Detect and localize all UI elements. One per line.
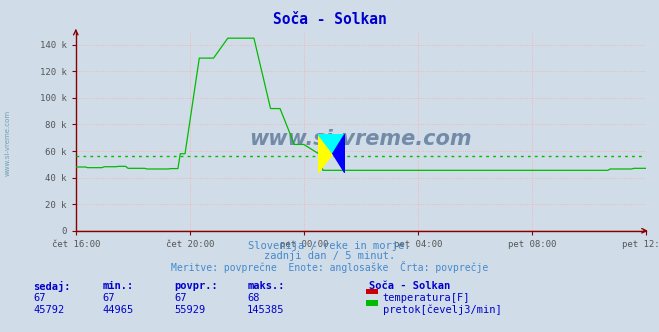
Text: temperatura[F]: temperatura[F] bbox=[383, 293, 471, 303]
Text: 67: 67 bbox=[33, 293, 45, 303]
Text: min.:: min.: bbox=[102, 281, 133, 290]
Text: Soča - Solkan: Soča - Solkan bbox=[273, 12, 386, 27]
Text: maks.:: maks.: bbox=[247, 281, 285, 290]
Text: Slovenija / reke in morje.: Slovenija / reke in morje. bbox=[248, 241, 411, 251]
Text: 67: 67 bbox=[175, 293, 187, 303]
Text: www.si-vreme.com: www.si-vreme.com bbox=[250, 129, 472, 149]
Text: 55929: 55929 bbox=[175, 305, 206, 315]
Text: sedaj:: sedaj: bbox=[33, 281, 71, 291]
Text: 44965: 44965 bbox=[102, 305, 133, 315]
Text: 67: 67 bbox=[102, 293, 115, 303]
Text: Meritve: povprečne  Enote: anglosaške  Črta: povprečje: Meritve: povprečne Enote: anglosaške Črt… bbox=[171, 261, 488, 273]
Text: povpr.:: povpr.: bbox=[175, 281, 218, 290]
Text: www.si-vreme.com: www.si-vreme.com bbox=[5, 110, 11, 176]
Polygon shape bbox=[318, 134, 333, 173]
Polygon shape bbox=[318, 134, 345, 153]
Text: 68: 68 bbox=[247, 293, 260, 303]
Text: 145385: 145385 bbox=[247, 305, 285, 315]
Text: zadnji dan / 5 minut.: zadnji dan / 5 minut. bbox=[264, 251, 395, 261]
Text: 45792: 45792 bbox=[33, 305, 64, 315]
Polygon shape bbox=[333, 134, 345, 173]
Text: Soča - Solkan: Soča - Solkan bbox=[369, 281, 450, 290]
Text: pretok[čevelj3/min]: pretok[čevelj3/min] bbox=[383, 305, 501, 315]
